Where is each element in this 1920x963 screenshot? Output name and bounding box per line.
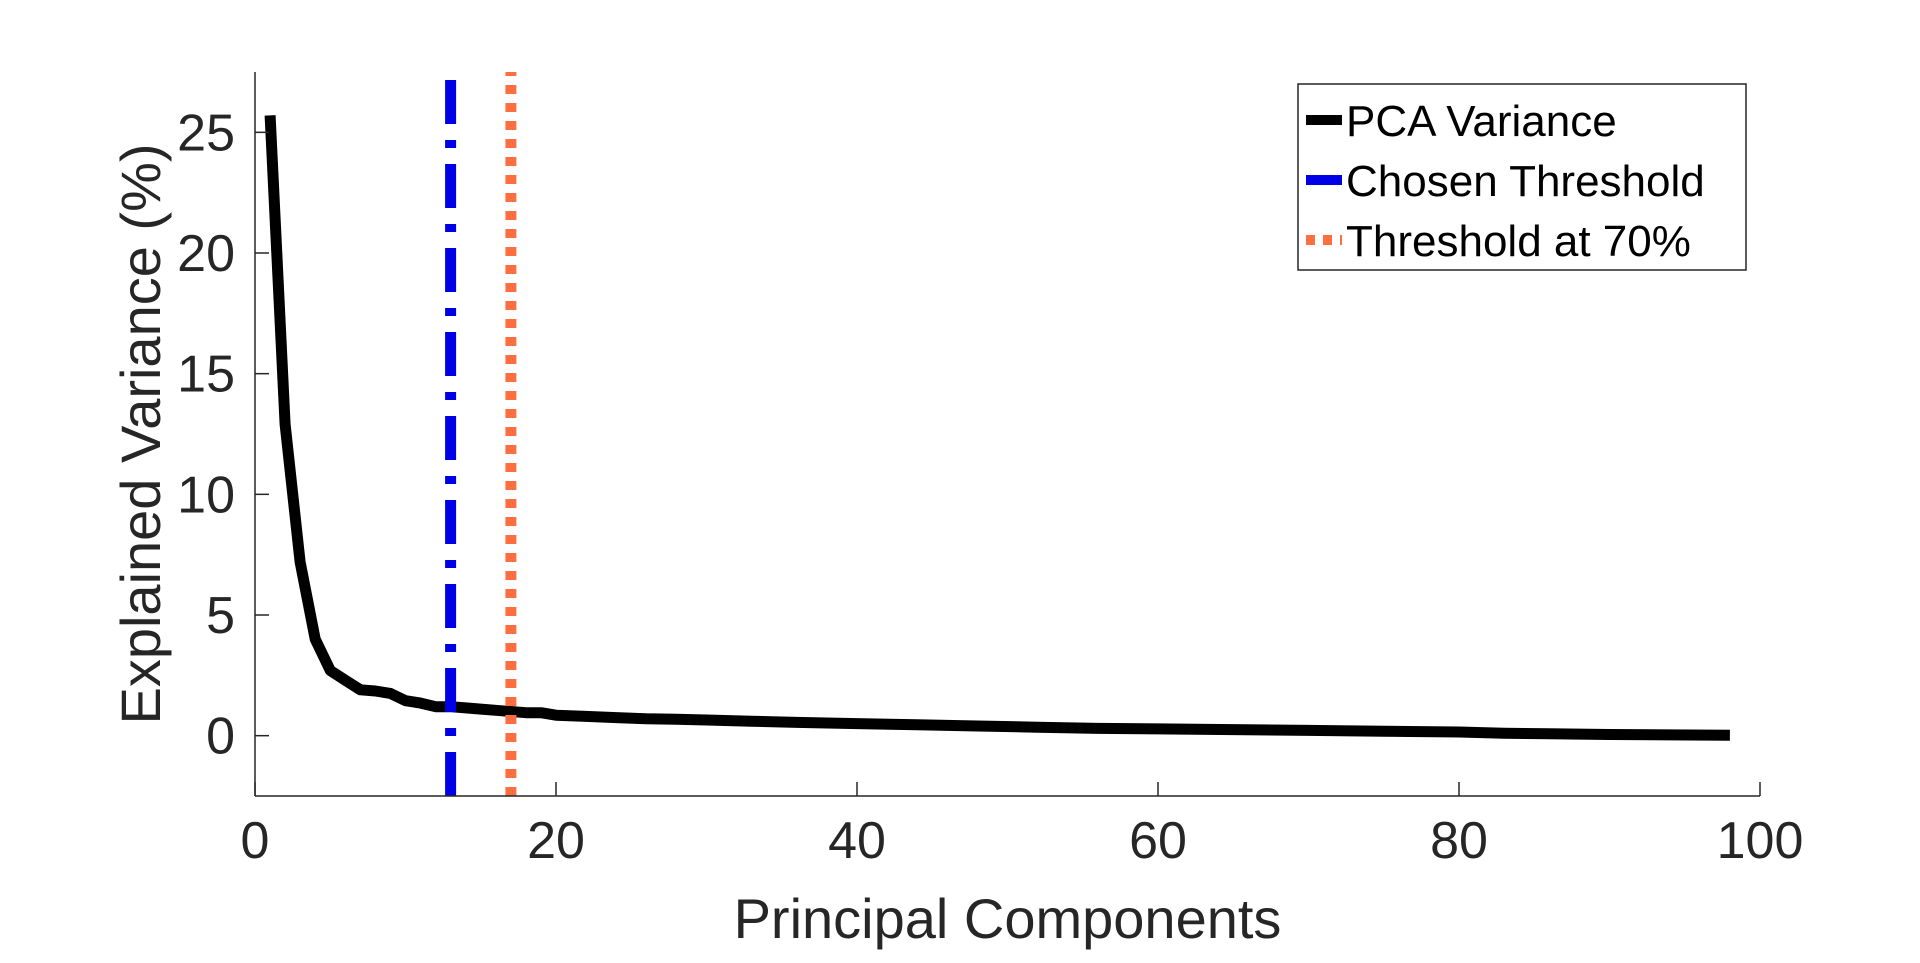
legend-label-pca-variance: PCA Variance [1346,97,1617,146]
y-tick-label: 15 [177,346,235,404]
axes [254,72,1761,797]
tick-labels: 0 20 40 60 80 100 0 5 10 15 20 25 [177,104,1803,870]
y-axis-title: Explained Variance (%) [109,143,172,724]
legend-box [1297,83,1747,271]
legend: PCA Variance Chosen Threshold Threshold … [1297,83,1747,271]
y-tick-label: 0 [206,708,235,766]
x-tick-label: 60 [1129,812,1187,870]
legend-label-chosen-threshold: Chosen Threshold [1346,157,1705,206]
x-tick-label: 0 [241,812,270,870]
x-tick-label: 40 [828,812,886,870]
legend-label-threshold-70: Threshold at 70% [1346,217,1691,266]
y-tick-label: 5 [206,587,235,645]
series-line-pca-variance [264,115,1730,741]
x-tick-label: 80 [1430,812,1488,870]
y-tick-label: 20 [177,225,235,283]
y-tick-label: 10 [177,466,235,524]
y-tick-label: 25 [177,104,235,162]
x-axis-title: Principal Components [734,887,1282,950]
plot-area [264,72,1730,796]
x-tick-label: 100 [1717,812,1804,870]
x-tick-label: 20 [527,812,585,870]
